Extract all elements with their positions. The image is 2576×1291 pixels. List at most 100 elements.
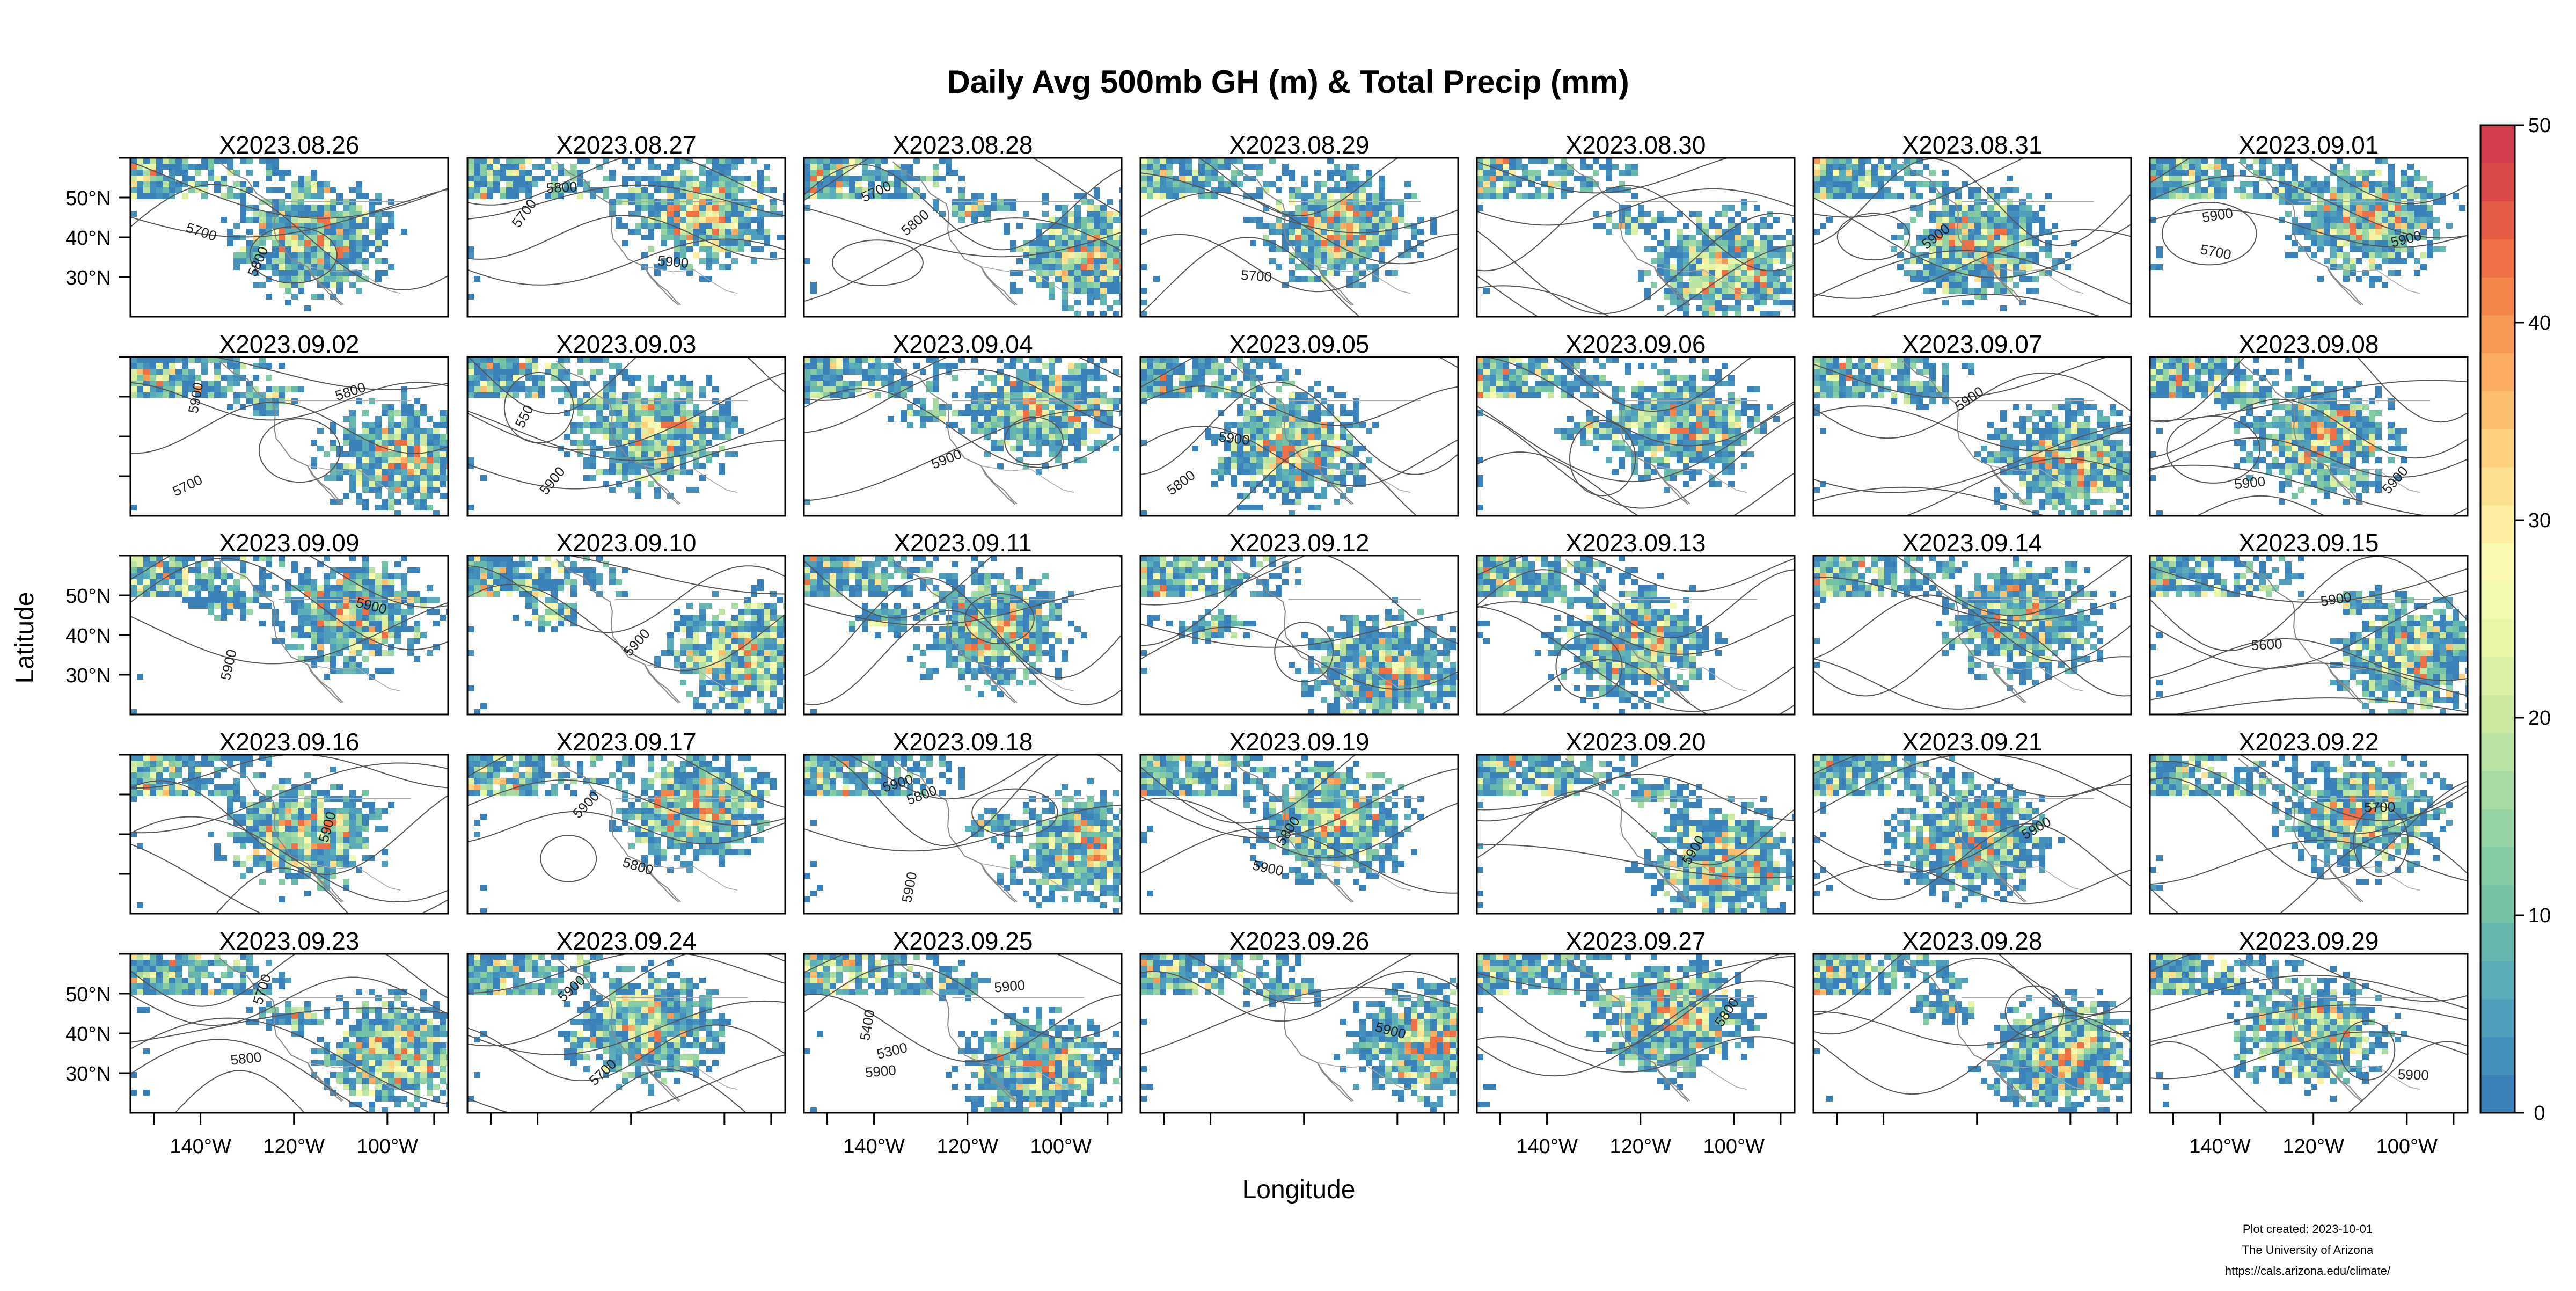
precip-cell xyxy=(661,229,667,235)
precip-cell xyxy=(1346,235,1353,240)
precip-cell xyxy=(817,375,823,381)
precip-cell xyxy=(362,457,369,463)
precip-cell xyxy=(570,422,577,428)
precip-cell xyxy=(1702,369,1709,375)
precip-cell xyxy=(1735,240,1741,246)
precip-cell xyxy=(382,223,388,229)
precip-cell xyxy=(1049,386,1055,392)
precip-cell xyxy=(414,410,420,416)
precip-cell xyxy=(2007,176,2013,181)
precip-cell xyxy=(997,440,1004,446)
precip-cell xyxy=(1366,199,1372,205)
precip-cell xyxy=(1087,398,1094,404)
precip-cell xyxy=(1910,276,1916,282)
precip-cell xyxy=(1968,223,1974,229)
precip-cell xyxy=(1340,252,1346,258)
precip-cell xyxy=(394,469,401,475)
precip-cell xyxy=(208,158,214,164)
precip-cell xyxy=(1936,282,1942,288)
precip-cell xyxy=(1735,305,1741,311)
precip-cell xyxy=(1211,363,1218,369)
precip-cell xyxy=(635,375,641,381)
precip-cell xyxy=(1638,205,1644,211)
precip-cell xyxy=(1728,246,1735,252)
precip-cell xyxy=(311,294,317,300)
precip-cell xyxy=(2169,158,2176,164)
precip-cell xyxy=(1205,386,1211,392)
precip-cell xyxy=(1049,229,1055,235)
precip-cell xyxy=(1295,499,1301,505)
precip-cell xyxy=(1417,252,1424,258)
precip-cell xyxy=(446,469,452,475)
precip-cell xyxy=(725,428,731,434)
precip-cell xyxy=(667,205,674,211)
precip-cell xyxy=(2311,240,2317,246)
precip-cell xyxy=(1379,240,1385,246)
precip-cell xyxy=(1826,158,1833,164)
precip-cell xyxy=(1735,229,1741,235)
precip-cell xyxy=(590,422,596,428)
precip-cell xyxy=(2356,193,2362,199)
precip-cell xyxy=(1677,229,1683,235)
precip-cell xyxy=(2304,205,2311,211)
precip-cell xyxy=(1897,176,1904,181)
precip-cell xyxy=(654,457,661,463)
precip-cell xyxy=(1916,211,1923,217)
precip-cell xyxy=(1036,357,1042,363)
precip-cell xyxy=(654,487,661,493)
precip-cell xyxy=(654,211,661,217)
precip-cell xyxy=(467,158,474,164)
precip-cell xyxy=(1372,211,1379,217)
precip-cell xyxy=(1606,176,1612,181)
precip-cell xyxy=(1696,211,1702,217)
precip-cell xyxy=(427,446,433,451)
precip-cell xyxy=(1295,276,1301,282)
precip-cell xyxy=(1631,223,1638,229)
precip-cell xyxy=(958,176,965,181)
precip-cell xyxy=(1858,193,1865,199)
precip-cell xyxy=(680,386,686,392)
precip-cell xyxy=(1081,276,1087,282)
precip-cell xyxy=(2304,176,2311,181)
precip-cell xyxy=(991,416,997,422)
precip-cell xyxy=(616,410,622,416)
precip-cell xyxy=(596,398,603,404)
precip-cell xyxy=(1074,276,1081,282)
precip-cell xyxy=(304,258,311,264)
precip-cell xyxy=(1385,270,1392,276)
precip-cell xyxy=(343,240,349,246)
precip-cell xyxy=(362,264,369,270)
precip-cell xyxy=(1327,404,1334,410)
precip-cell xyxy=(674,416,680,422)
precip-cell xyxy=(1528,158,1535,164)
precip-cell xyxy=(304,193,311,199)
precip-cell xyxy=(868,363,875,369)
precip-cell xyxy=(446,440,452,446)
precip-cell xyxy=(1955,223,1962,229)
precip-cell xyxy=(648,375,654,381)
precip-cell xyxy=(952,422,958,428)
precip-cell xyxy=(991,205,997,211)
precip-cell xyxy=(2039,217,2045,223)
precip-cell xyxy=(731,422,738,428)
precip-cell xyxy=(1353,164,1359,170)
precip-cell xyxy=(667,451,674,457)
precip-cell xyxy=(2356,170,2362,176)
panel-title: X2023.09.03 xyxy=(557,330,697,358)
precip-cell xyxy=(420,493,427,499)
precip-cell xyxy=(1062,422,1068,428)
precip-cell xyxy=(2427,193,2433,199)
precip-cell xyxy=(1100,223,1107,229)
precip-cell xyxy=(888,375,894,381)
precip-cell xyxy=(2375,264,2382,270)
precip-cell xyxy=(920,422,926,428)
precip-cell xyxy=(1689,235,1696,240)
precip-cell xyxy=(1282,481,1289,487)
precip-cell xyxy=(137,176,143,181)
precip-cell xyxy=(1321,240,1327,246)
precip-cell xyxy=(246,386,253,392)
precip-cell xyxy=(1211,369,1218,375)
precip-cell xyxy=(667,181,674,187)
precip-cell xyxy=(1087,288,1094,294)
